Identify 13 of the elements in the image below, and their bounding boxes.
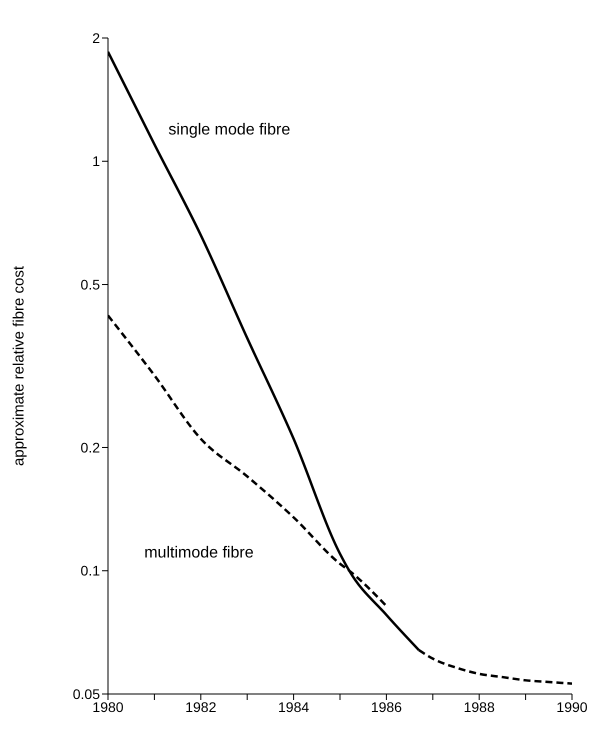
- x-tick-label: 1984: [278, 698, 310, 715]
- x-tick-label: 1990: [556, 698, 588, 715]
- y-tick-label: 0.2: [80, 439, 100, 456]
- y-tick-label: 0.5: [80, 276, 100, 292]
- x-tick-label: 1986: [370, 698, 402, 715]
- y-tick-label: 0.1: [80, 562, 100, 579]
- x-tick-label: 1988: [464, 698, 495, 715]
- text: multimode fibre: [144, 544, 254, 562]
- y-axis-title: approximate relative fibre cost: [10, 265, 28, 466]
- y-tick-label: 2: [92, 30, 100, 46]
- series-label: single mode fibre: [168, 121, 290, 138]
- x-tick-label: 1982: [185, 698, 217, 715]
- y-tick-label: 1: [92, 153, 100, 170]
